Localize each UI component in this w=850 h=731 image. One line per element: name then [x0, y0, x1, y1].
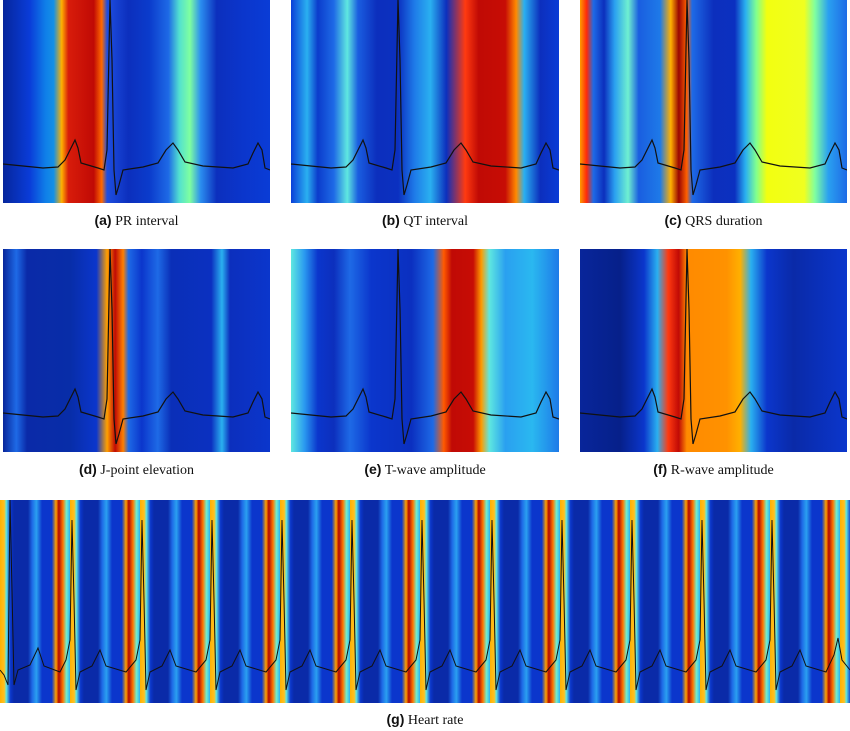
ecg-trace-b: [291, 0, 559, 196]
caption-a-tag: (a): [94, 212, 112, 228]
panel-g: [0, 500, 850, 703]
heatmap-f: [580, 249, 847, 452]
panel-b: [291, 0, 559, 203]
caption-b-label: QT interval: [403, 214, 469, 229]
heatmap-b: [291, 0, 559, 203]
ecg-trace-d: [3, 249, 270, 445]
panel-d: [3, 249, 270, 452]
caption-f-tag: (f): [653, 461, 668, 477]
caption-c: (c) QRS duration: [580, 212, 847, 230]
ecg-trace-f: [580, 249, 847, 445]
heatmap-d: [3, 249, 270, 452]
caption-d: (d) J-point elevation: [3, 461, 270, 479]
panel-f: [580, 249, 847, 452]
panel-e: [291, 249, 559, 452]
caption-b-tag: (b): [381, 212, 400, 228]
panel-a: [3, 0, 270, 203]
caption-c-label: QRS duration: [685, 214, 763, 229]
caption-e-label: T-wave amplitude: [384, 463, 486, 478]
caption-d-tag: (d): [78, 461, 97, 477]
caption-g-label: Heart rate: [407, 713, 464, 728]
ecg-trace-g: [0, 500, 850, 691]
ecg-trace-c: [580, 0, 847, 196]
heatmap-c: [580, 0, 847, 203]
caption-b: (b) QT interval: [291, 212, 559, 230]
caption-g: (g) Heart rate: [0, 711, 850, 729]
caption-c-tag: (c): [664, 212, 682, 228]
caption-a: (a) PR interval: [3, 212, 270, 230]
caption-a-label: PR interval: [115, 214, 179, 229]
heatmap-e: [291, 249, 559, 452]
caption-f-label: R-wave amplitude: [670, 463, 774, 478]
panel-c: [580, 0, 847, 203]
ecg-trace-e: [291, 249, 559, 445]
caption-d-label: J-point elevation: [100, 463, 195, 478]
heatmap-a: [3, 0, 270, 203]
heatmap-g: [0, 500, 850, 703]
caption-e: (e) T-wave amplitude: [291, 461, 559, 479]
caption-e-tag: (e): [364, 461, 382, 477]
caption-g-tag: (g): [386, 711, 405, 727]
ecg-trace-a: [3, 0, 270, 196]
caption-f: (f) R-wave amplitude: [580, 461, 847, 479]
